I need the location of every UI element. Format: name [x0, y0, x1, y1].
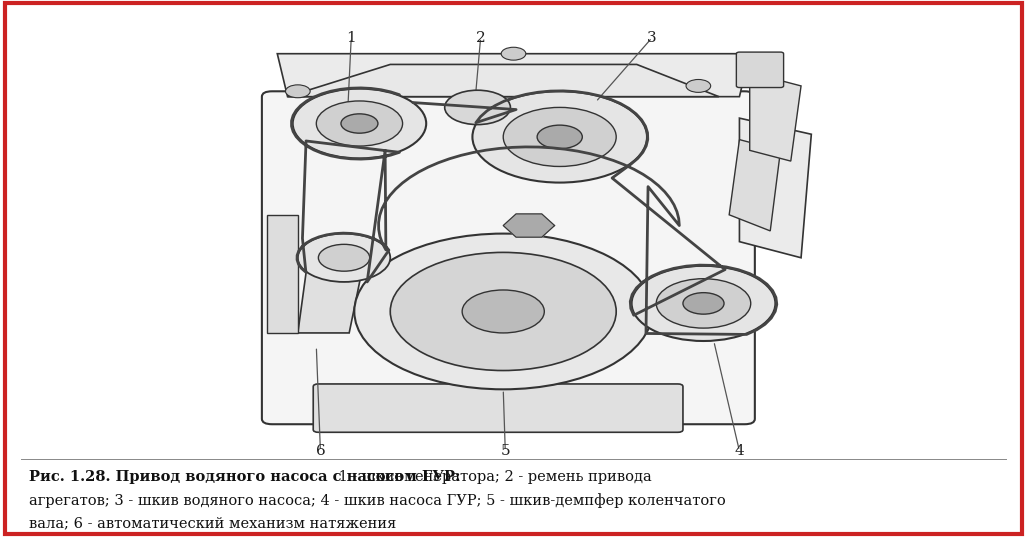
- Circle shape: [286, 85, 310, 98]
- Circle shape: [298, 234, 390, 282]
- Circle shape: [445, 90, 510, 125]
- Text: Рис. 1.28. Привод водяного насоса с насосом ГУР:: Рис. 1.28. Привод водяного насоса с насо…: [29, 470, 460, 484]
- Text: 2: 2: [476, 31, 486, 45]
- FancyBboxPatch shape: [262, 91, 755, 424]
- Circle shape: [686, 79, 711, 92]
- FancyBboxPatch shape: [313, 384, 683, 432]
- Polygon shape: [503, 214, 555, 237]
- Circle shape: [503, 107, 616, 166]
- Circle shape: [318, 244, 370, 271]
- Polygon shape: [267, 215, 298, 333]
- Text: 4: 4: [734, 444, 745, 458]
- Circle shape: [316, 101, 403, 146]
- Polygon shape: [298, 258, 365, 333]
- Polygon shape: [288, 64, 719, 97]
- Polygon shape: [750, 75, 801, 161]
- Polygon shape: [277, 54, 750, 97]
- Circle shape: [683, 293, 724, 314]
- Text: 3: 3: [647, 31, 657, 45]
- Text: 6: 6: [315, 444, 326, 458]
- Polygon shape: [739, 118, 811, 258]
- Circle shape: [537, 125, 582, 149]
- Circle shape: [354, 234, 652, 389]
- Text: 1: 1: [346, 31, 356, 45]
- Text: агрегатов; 3 - шкив водяного насоса; 4 - шкив насоса ГУР; 5 - шкив-демпфер колен: агрегатов; 3 - шкив водяного насоса; 4 -…: [29, 493, 725, 508]
- Circle shape: [632, 266, 775, 341]
- Text: 1 - шкив генератора; 2 - ремень привода: 1 - шкив генератора; 2 - ремень привода: [335, 470, 652, 484]
- Circle shape: [472, 91, 647, 183]
- Text: вала; 6 - автоматический механизм натяжения: вала; 6 - автоматический механизм натяже…: [29, 516, 396, 530]
- FancyBboxPatch shape: [736, 52, 784, 88]
- Circle shape: [341, 114, 378, 133]
- Text: 5: 5: [500, 444, 510, 458]
- Polygon shape: [729, 140, 781, 231]
- Circle shape: [656, 279, 751, 328]
- Circle shape: [462, 290, 544, 333]
- Circle shape: [501, 47, 526, 60]
- Circle shape: [293, 89, 426, 158]
- Circle shape: [390, 252, 616, 371]
